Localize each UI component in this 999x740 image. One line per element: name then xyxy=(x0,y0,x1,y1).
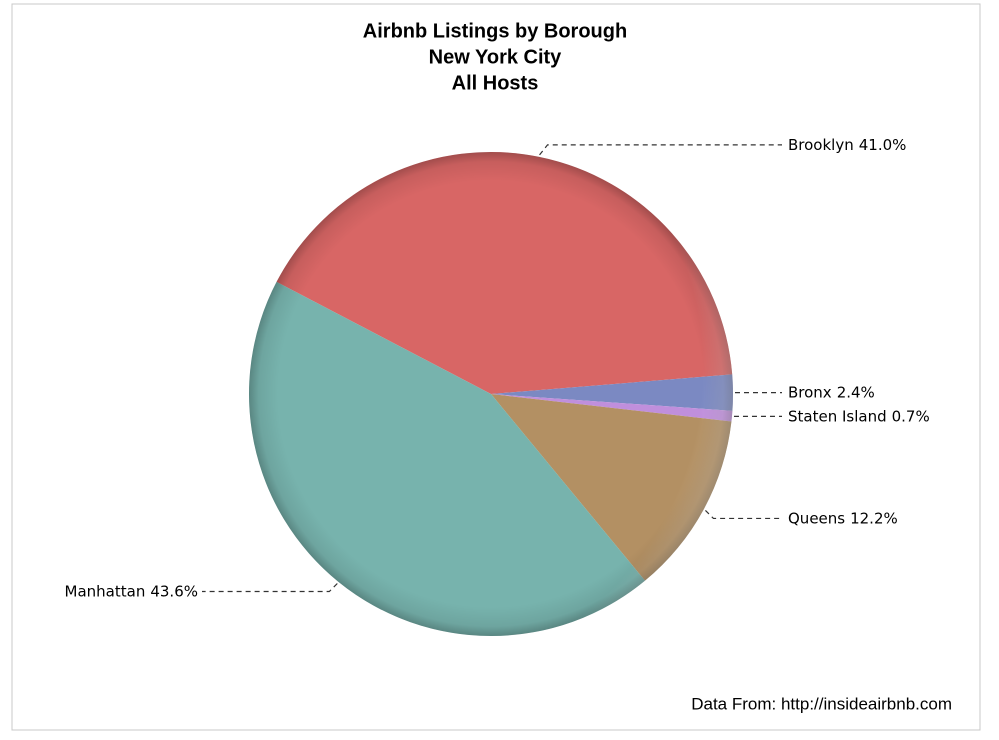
footnote: Data From: http://insideairbnb.com xyxy=(691,694,952,713)
category-name: Manhattan xyxy=(65,582,146,600)
value-label: 41.0% xyxy=(859,135,907,153)
chart-subtitle: New York City xyxy=(429,46,563,68)
category-name: Bronx xyxy=(788,383,832,401)
leader-line xyxy=(539,144,782,156)
value-label: 2.4% xyxy=(837,383,875,401)
data-label: Queens 12.2% xyxy=(788,509,898,527)
category-name: Brooklyn xyxy=(788,135,854,153)
value-label: 43.6% xyxy=(150,582,198,600)
data-label: Bronx 2.4% xyxy=(788,383,875,401)
category-name: Staten Island xyxy=(788,407,887,425)
data-label: Manhattan 43.6% xyxy=(65,582,198,600)
data-label: Staten Island 0.7% xyxy=(788,407,930,425)
data-label: Brooklyn 41.0% xyxy=(788,135,906,153)
chart-title: Airbnb Listings by Borough xyxy=(363,20,627,42)
chart-subtitle: All Hosts xyxy=(452,72,539,94)
value-label: 12.2% xyxy=(850,509,898,527)
leader-line xyxy=(202,583,338,593)
shade xyxy=(249,152,733,636)
category-name: Queens xyxy=(788,509,845,527)
leader-line xyxy=(705,510,782,520)
value-label: 0.7% xyxy=(892,407,930,425)
